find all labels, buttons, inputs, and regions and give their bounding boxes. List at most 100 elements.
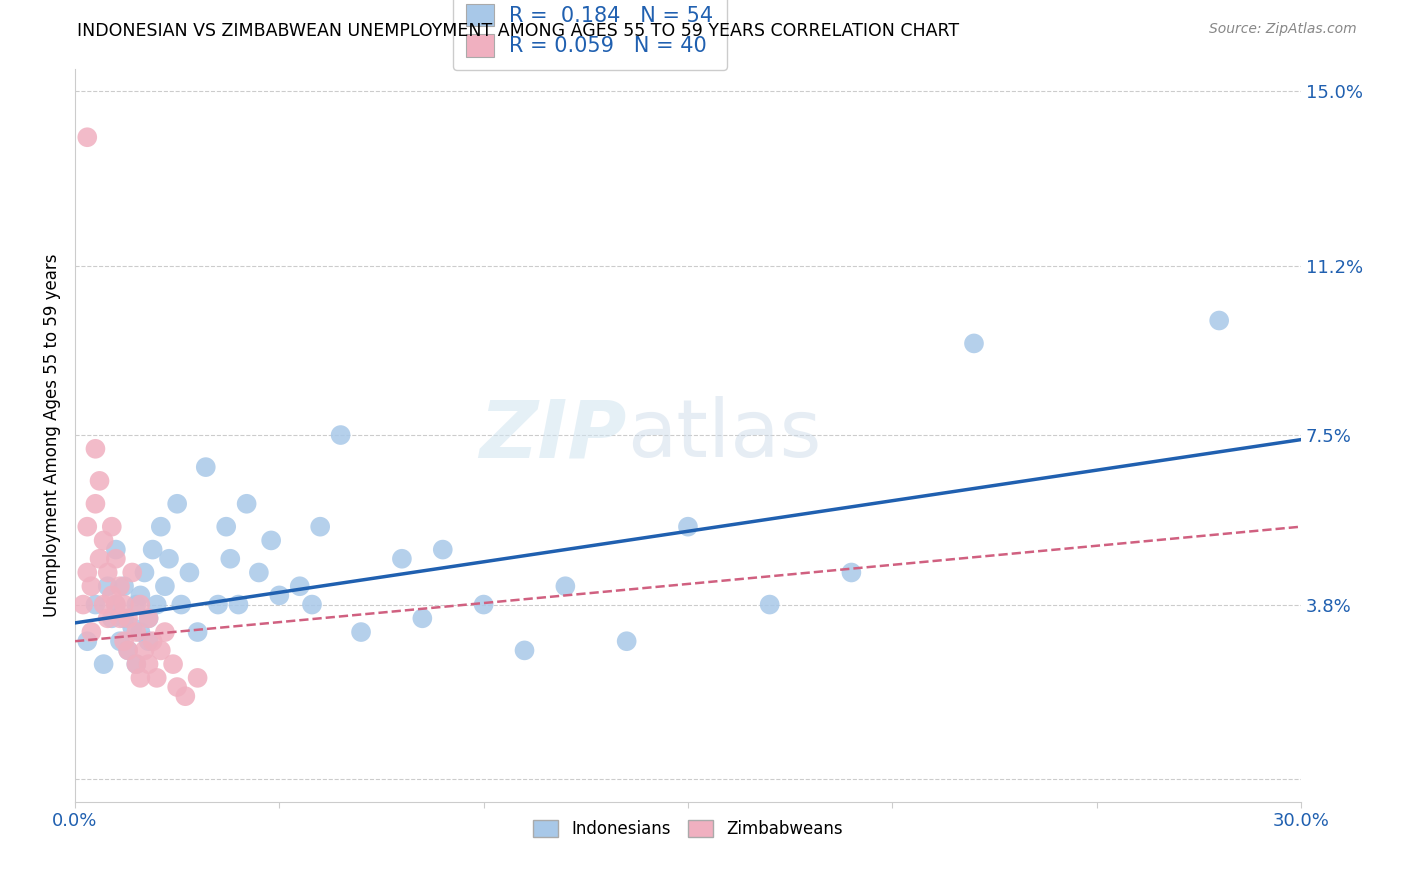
Point [104, 542, 127, 557]
Point [84, 442, 107, 456]
Point [153, 625, 176, 640]
Point [309, 519, 332, 533]
Point [84, 598, 107, 612]
Point [157, 551, 180, 566]
Point [472, 598, 495, 612]
Text: ZIP: ZIP [479, 396, 627, 474]
Point [554, 579, 576, 593]
Point [138, 611, 160, 625]
Point [93, 657, 115, 672]
Point [93, 598, 115, 612]
Point [170, 598, 193, 612]
Point [138, 657, 160, 672]
Point [108, 611, 131, 625]
Point [121, 566, 143, 580]
Point [97, 566, 120, 580]
Point [391, 551, 413, 566]
Point [179, 566, 201, 580]
Point [125, 657, 148, 672]
Point [112, 634, 135, 648]
Point [138, 634, 160, 648]
Point [125, 657, 148, 672]
Point [149, 643, 172, 657]
Point [228, 598, 250, 612]
Text: atlas: atlas [627, 396, 821, 474]
Point [134, 566, 156, 580]
Point [207, 598, 229, 612]
Point [219, 551, 242, 566]
Point [129, 588, 152, 602]
Point [80, 579, 103, 593]
Point [162, 657, 184, 672]
Point [145, 598, 167, 612]
Point [112, 598, 135, 612]
Text: Source: ZipAtlas.com: Source: ZipAtlas.com [1209, 22, 1357, 37]
Point [301, 598, 323, 612]
Point [117, 611, 139, 625]
Point [104, 598, 127, 612]
Point [76, 566, 98, 580]
Point [125, 625, 148, 640]
Point [174, 689, 197, 703]
Point [513, 643, 536, 657]
Point [97, 611, 120, 625]
Point [108, 579, 131, 593]
Point [121, 620, 143, 634]
Point [108, 634, 131, 648]
Point [134, 643, 156, 657]
Point [676, 519, 699, 533]
Point [329, 428, 352, 442]
Point [101, 611, 124, 625]
Point [187, 671, 209, 685]
Point [104, 551, 127, 566]
Point [117, 643, 139, 657]
Point [84, 497, 107, 511]
Point [260, 533, 283, 548]
Point [93, 533, 115, 548]
Point [76, 130, 98, 145]
Legend: Indonesians, Zimbabweans: Indonesians, Zimbabweans [527, 813, 849, 845]
Point [153, 579, 176, 593]
Point [76, 634, 98, 648]
Point [129, 671, 152, 685]
Point [138, 611, 160, 625]
Point [411, 611, 433, 625]
Y-axis label: Unemployment Among Ages 55 to 59 years: Unemployment Among Ages 55 to 59 years [44, 253, 60, 616]
Point [112, 611, 135, 625]
Point [101, 519, 124, 533]
Text: INDONESIAN VS ZIMBABWEAN UNEMPLOYMENT AMONG AGES 55 TO 59 YEARS CORRELATION CHAR: INDONESIAN VS ZIMBABWEAN UNEMPLOYMENT AM… [77, 22, 959, 40]
Point [80, 625, 103, 640]
Point [963, 336, 986, 351]
Point [235, 497, 257, 511]
Point [129, 598, 152, 612]
Point [350, 625, 373, 640]
Point [616, 634, 638, 648]
Point [247, 566, 270, 580]
Point [432, 542, 454, 557]
Point [145, 671, 167, 685]
Point [101, 588, 124, 602]
Point [758, 598, 780, 612]
Point [104, 598, 127, 612]
Point [89, 551, 111, 566]
Point [269, 588, 291, 602]
Point [194, 460, 217, 475]
Point [112, 579, 135, 593]
Point [142, 542, 165, 557]
Point [89, 474, 111, 488]
Point [288, 579, 311, 593]
Point [841, 566, 863, 580]
Point [149, 519, 172, 533]
Point [76, 519, 98, 533]
Point [72, 598, 94, 612]
Point [142, 634, 165, 648]
Point [215, 519, 238, 533]
Point [129, 625, 152, 640]
Point [166, 680, 188, 694]
Point [125, 598, 148, 612]
Point [187, 625, 209, 640]
Point [166, 497, 188, 511]
Point [1208, 313, 1230, 327]
Point [117, 643, 139, 657]
Point [97, 579, 120, 593]
